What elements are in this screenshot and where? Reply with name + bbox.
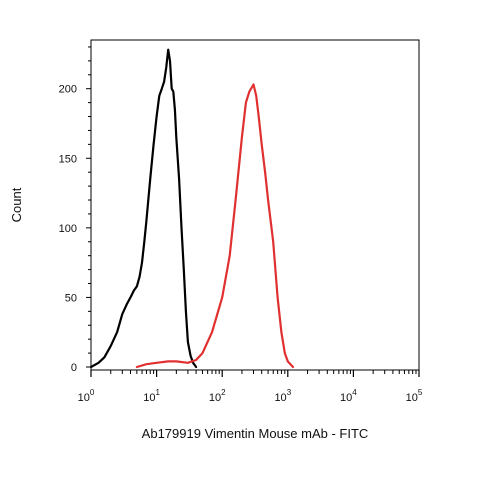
x-tick-base: 10 <box>209 392 221 404</box>
x-tick-exponent: 3 <box>287 388 292 397</box>
x-tick-base: 10 <box>274 392 286 404</box>
y-tick-label: 100 <box>59 223 77 235</box>
x-tick-label: 100 <box>78 388 95 404</box>
plot-frame <box>90 39 420 371</box>
y-axis-ticks: 0 50 100 150 200 <box>59 46 91 374</box>
x-tick-exponent: 1 <box>155 388 160 397</box>
x-tick-label: 105 <box>406 388 423 404</box>
y-tick-label: 150 <box>59 153 77 165</box>
x-tick-base: 10 <box>78 392 90 404</box>
x-tick-exponent: 4 <box>352 388 357 397</box>
x-axis-title: Ab179919 Vimentin Mouse mAb - FITC <box>142 426 369 441</box>
x-tick-exponent: 5 <box>418 388 423 397</box>
x-tick-base: 10 <box>340 392 352 404</box>
histogram-series-1 <box>89 48 198 369</box>
x-tick-label: 103 <box>274 388 291 404</box>
histogram-series-2 <box>135 83 295 369</box>
y-tick-label: 200 <box>59 84 77 96</box>
y-tick-label: 0 <box>71 362 77 374</box>
x-tick-exponent: 0 <box>90 388 95 397</box>
x-tick-base: 10 <box>406 392 418 404</box>
series-layer <box>89 48 295 369</box>
x-tick-exponent: 2 <box>221 388 226 397</box>
x-axis-ticks: 100 101 102 103 104 105 <box>78 370 423 404</box>
x-tick-label: 104 <box>340 388 357 404</box>
y-axis-title: Count <box>9 187 24 222</box>
x-tick-label: 102 <box>209 388 226 404</box>
x-tick-base: 10 <box>143 392 155 404</box>
y-tick-label: 50 <box>65 292 77 304</box>
x-tick-label: 101 <box>143 388 160 404</box>
